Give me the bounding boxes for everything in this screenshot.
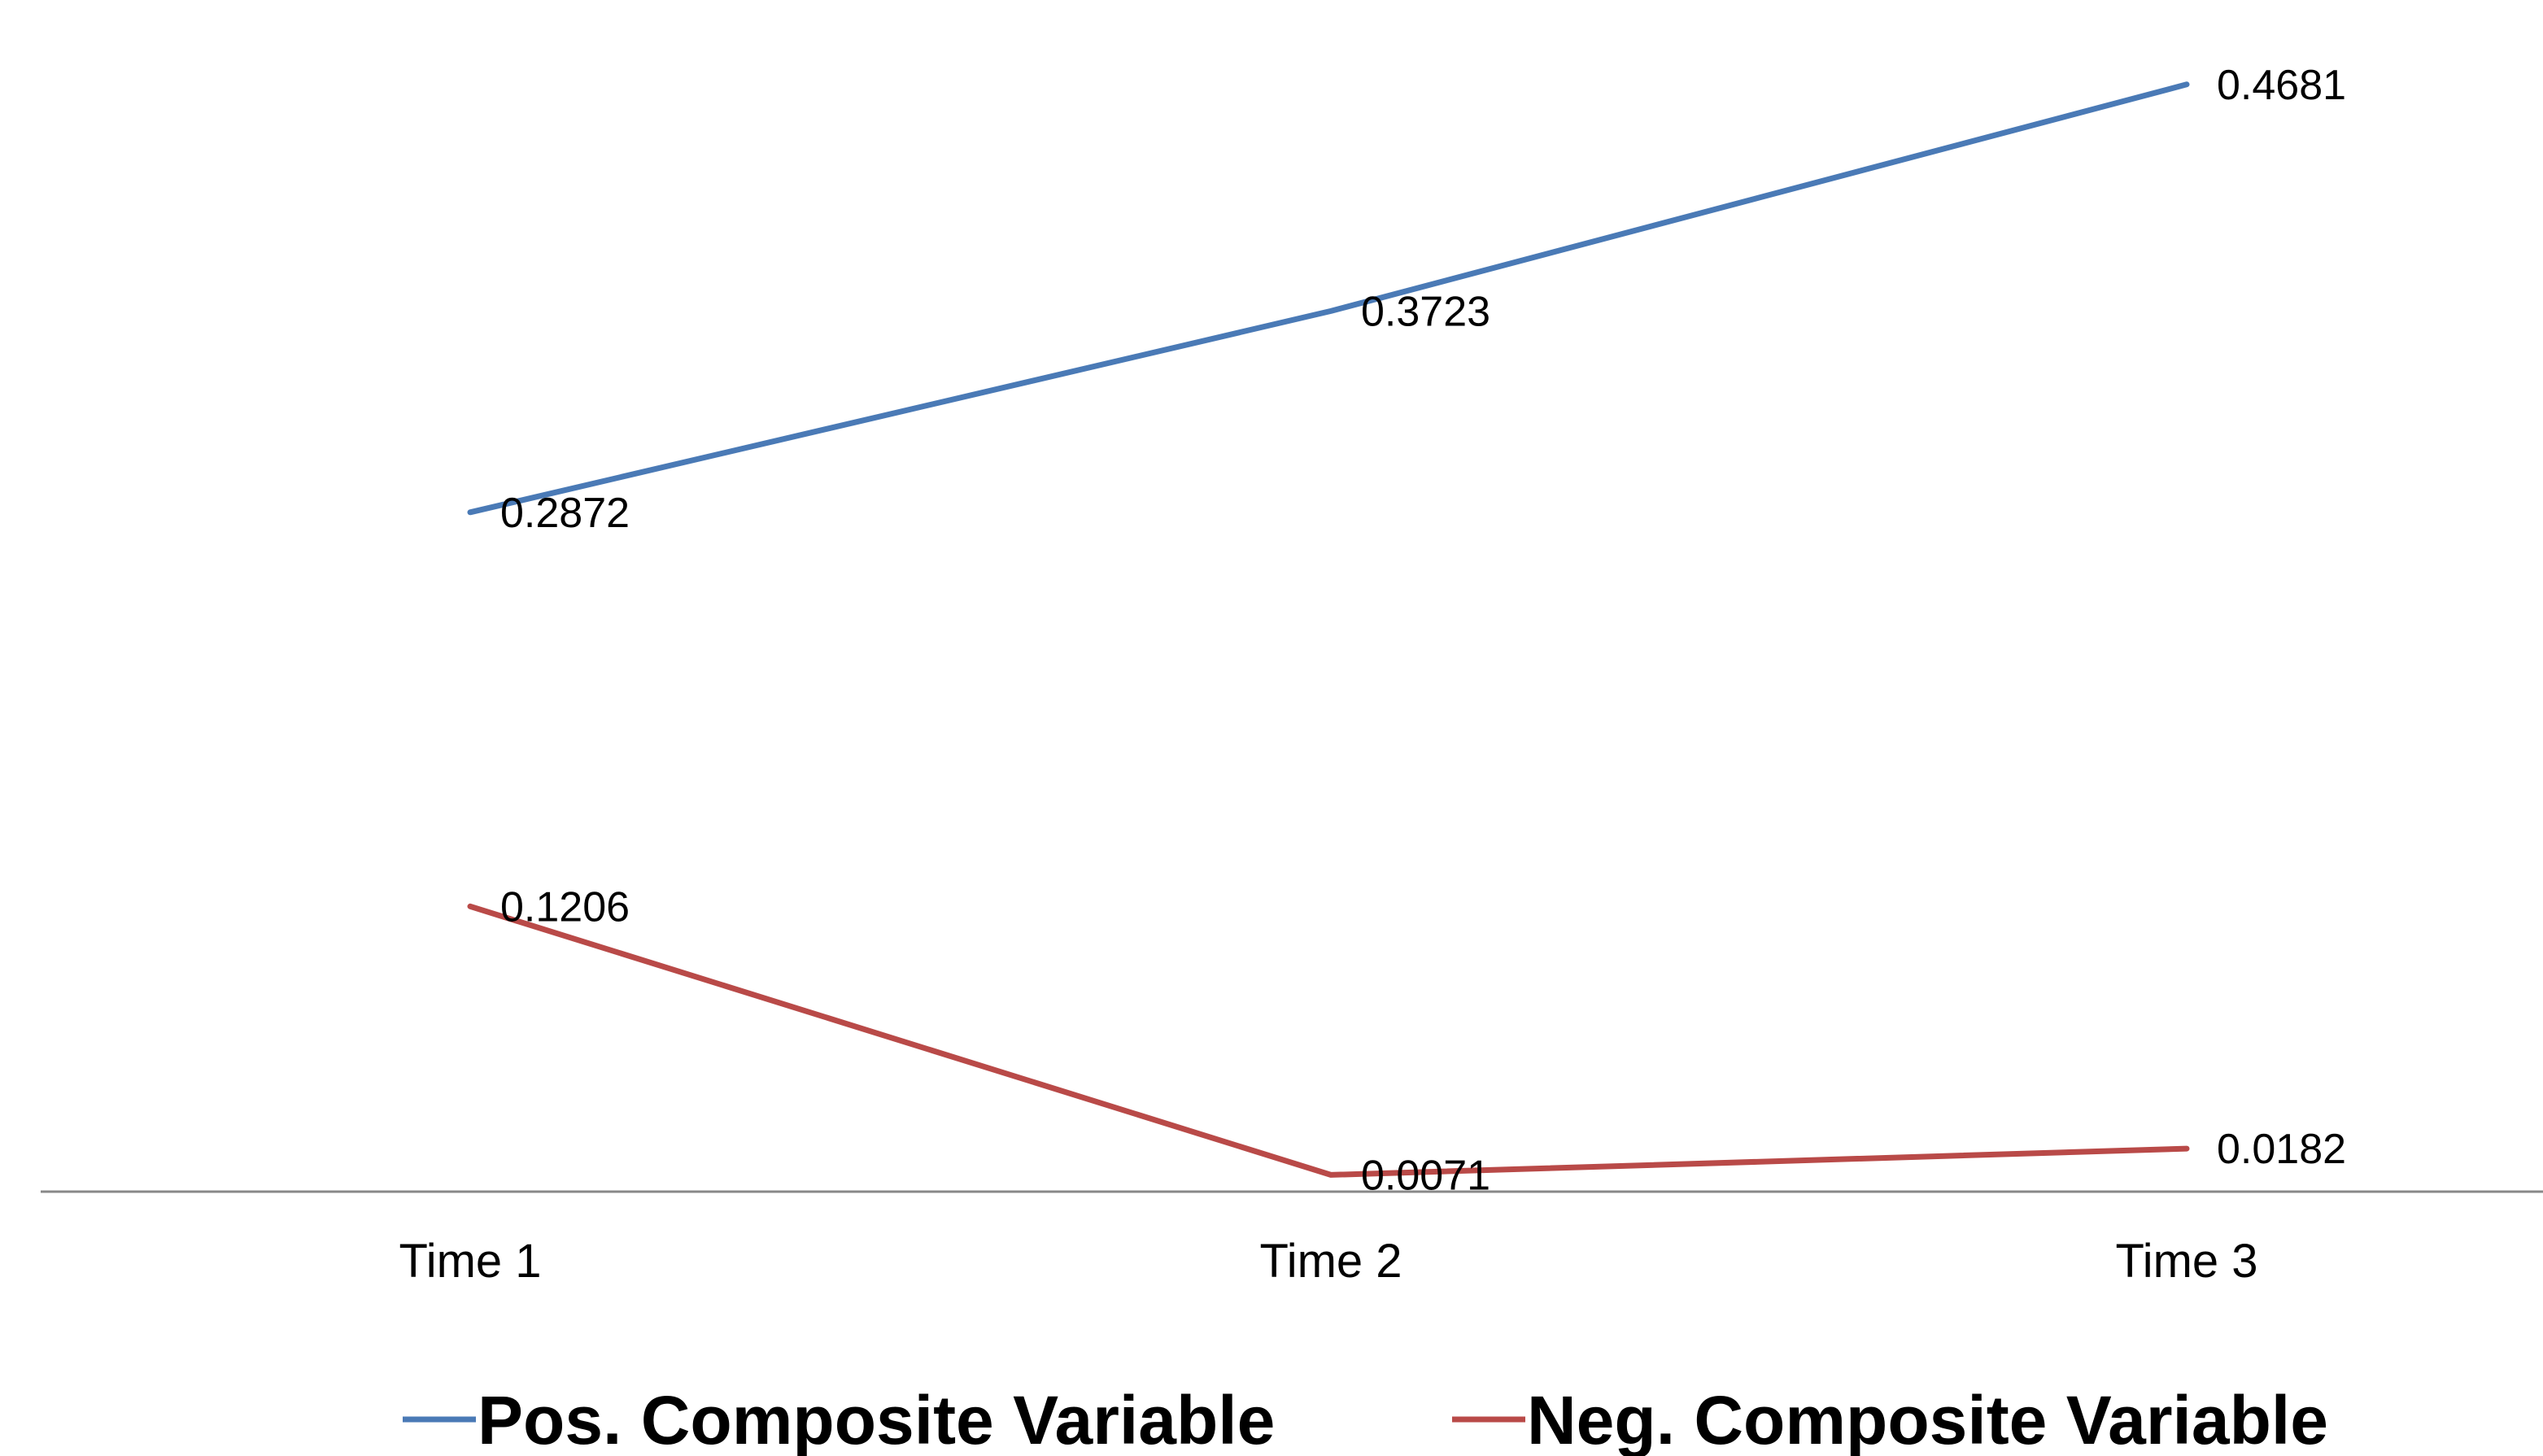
series-layer — [467, 81, 2190, 1178]
x-tick-label: Time 1 — [399, 1235, 541, 1288]
data-label: 0.1206 — [500, 883, 630, 931]
data-label: 0.2872 — [500, 490, 630, 537]
x-tick-layer: Time 1 Time 2 Time 3 — [399, 1235, 2257, 1288]
data-label: 0.0071 — [1361, 1152, 1490, 1199]
legend-label: Neg. Composite Variable — [1527, 1382, 2328, 1456]
data-label-layer: 0.2872 0.3723 0.4681 0.1206 0.0071 0.0182 — [500, 62, 2346, 1200]
legend-label: Pos. Composite Variable — [478, 1382, 1275, 1456]
series-line-2 — [467, 903, 2190, 1178]
legend: Pos. Composite Variable Neg. Composite Va… — [403, 1382, 2328, 1456]
x-tick-label: Time 2 — [1259, 1235, 1402, 1288]
data-label: 0.0182 — [2217, 1126, 2346, 1173]
data-label: 0.4681 — [2217, 62, 2346, 109]
series-line-1 — [467, 81, 2190, 516]
x-tick-label: Time 3 — [2115, 1235, 2257, 1288]
data-label: 0.3723 — [1361, 288, 1490, 335]
